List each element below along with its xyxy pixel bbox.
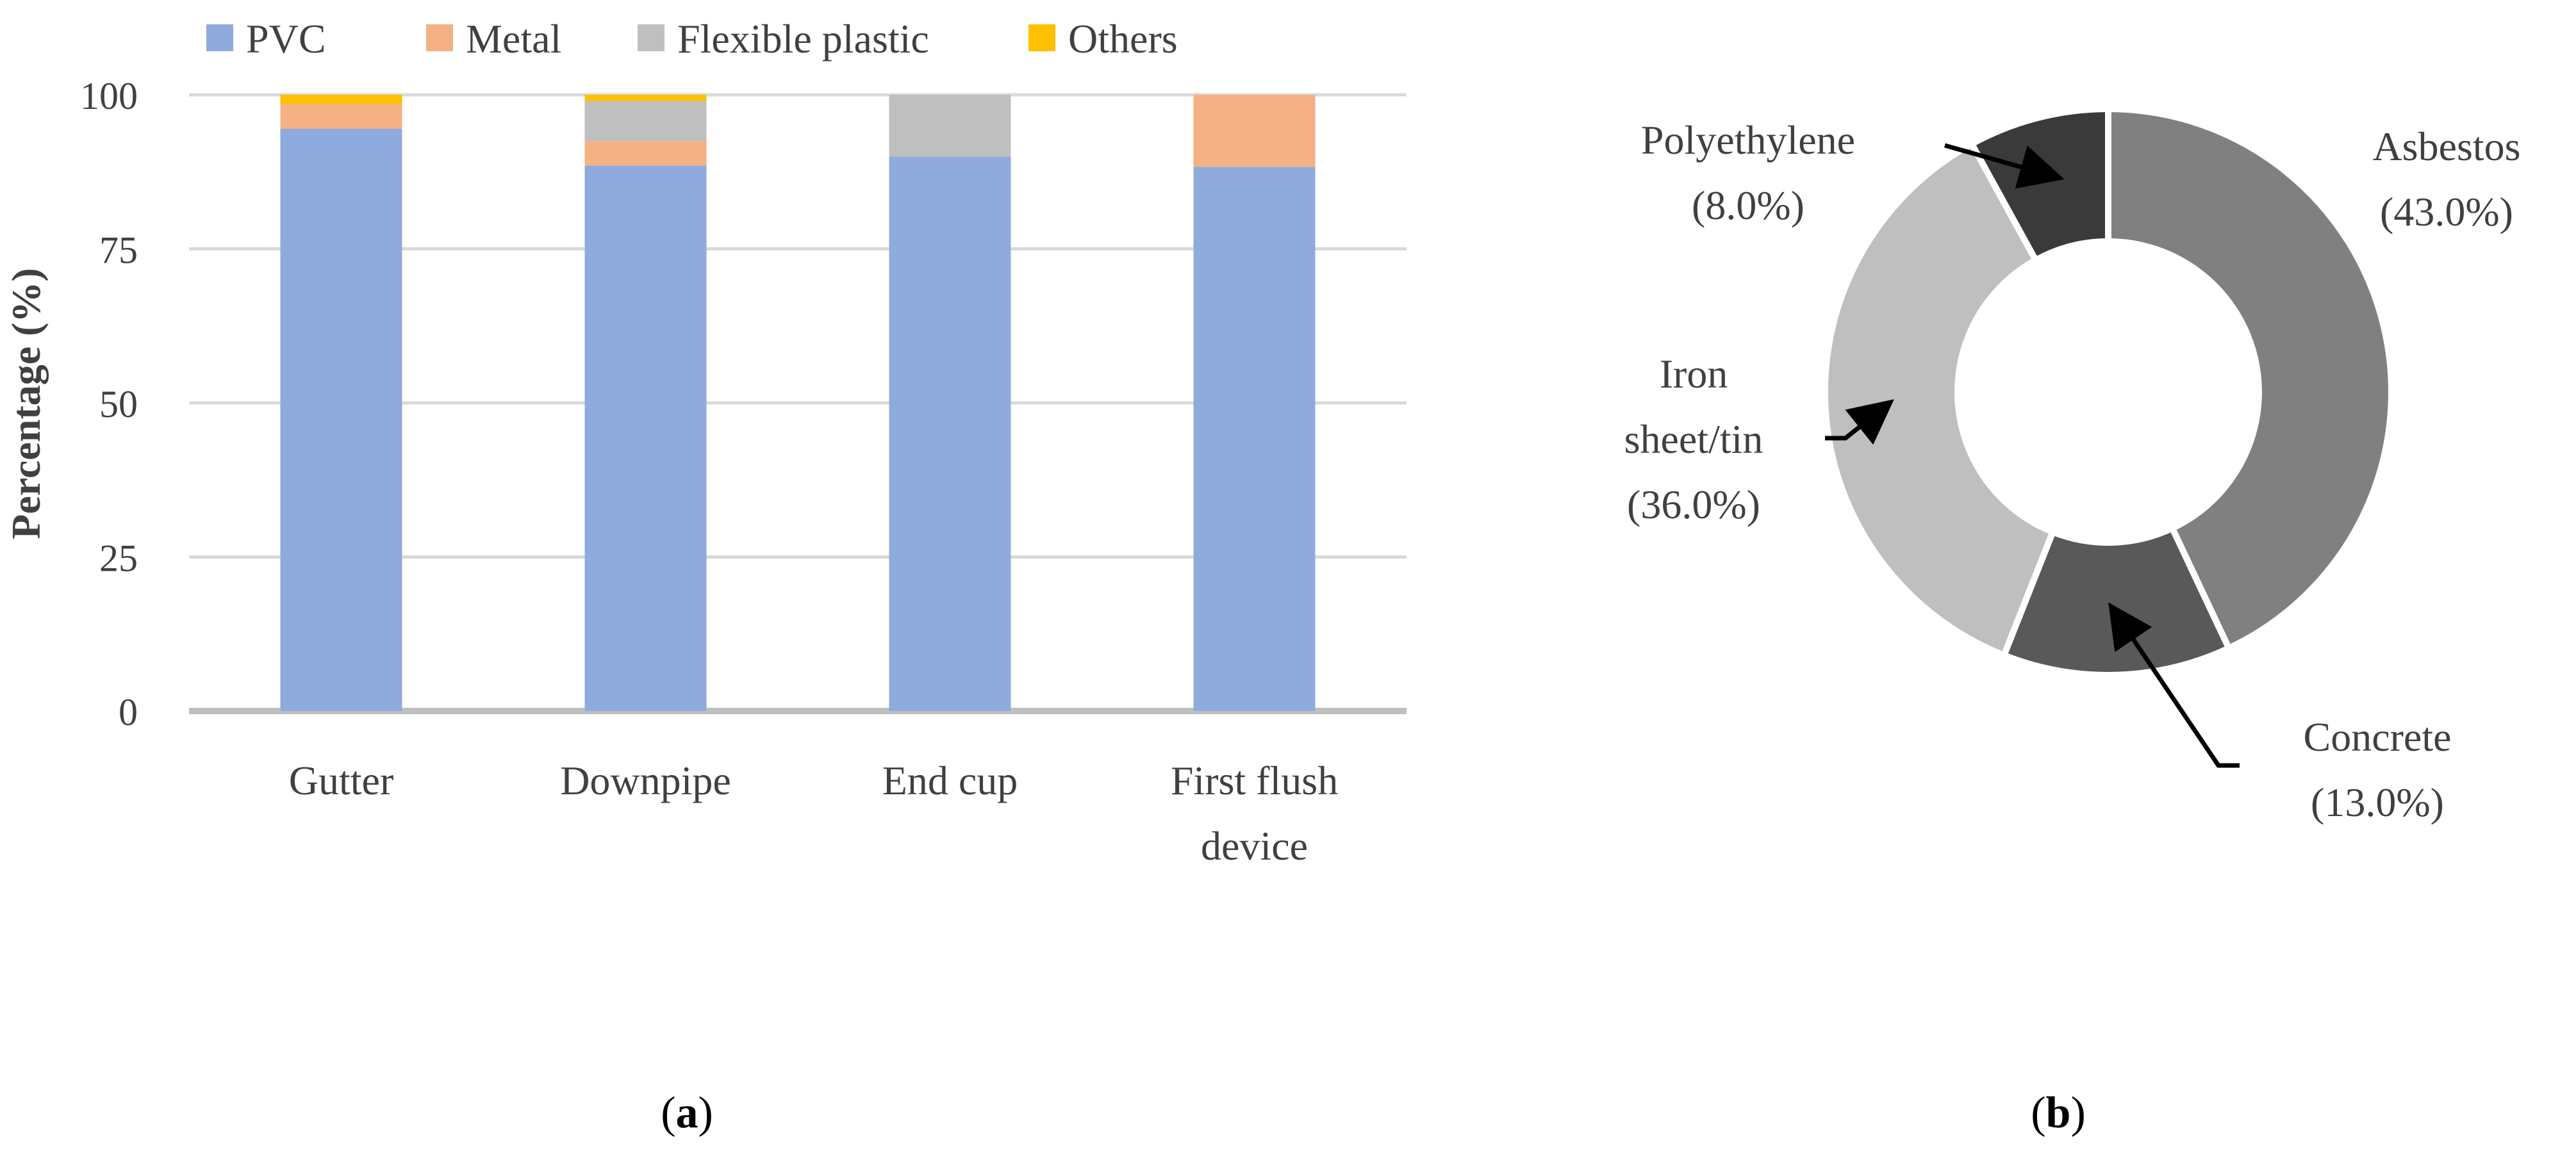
legend-label: Metal: [466, 16, 561, 61]
legend-swatch: [206, 24, 233, 51]
bar-series: [280, 95, 1316, 712]
legend-label: Others: [1068, 16, 1178, 61]
legend-label: Flexible plastic: [677, 16, 929, 61]
arrow-polyethylene: [1944, 143, 2065, 189]
bar-downpipe-others: [584, 95, 707, 101]
legend-item-metal: Metal: [426, 16, 561, 61]
bar-downpipe-flexible-plastic: [584, 101, 707, 142]
bar-end-cup-pvc: [889, 156, 1011, 711]
legend-swatch: [638, 24, 665, 51]
bar-gutter-pvc: [280, 128, 402, 711]
label-line: (36.0%): [1627, 482, 1760, 527]
legend-swatch: [1028, 24, 1055, 51]
y-tick-label: 25: [99, 537, 138, 580]
bar-first-flush-device-metal: [1193, 95, 1316, 167]
bar-downpipe-metal: [584, 141, 707, 166]
label-polyethylene: Polyethylene (8.0%): [1641, 117, 1855, 228]
label-line: Polyethylene: [1641, 117, 1855, 163]
legend-item-flexible-plastic: Flexible plastic: [638, 16, 929, 61]
x-tick-label: First flush device: [1171, 758, 1338, 869]
y-axis-ticks: 0 25 50 75 100: [80, 75, 138, 733]
svg-text:(b): (b): [2031, 1088, 2086, 1138]
x-tick-label: Downpipe: [560, 758, 731, 803]
label-line: (8.0%): [1692, 183, 1804, 228]
y-tick-label: 0: [119, 691, 138, 733]
y-axis-label: Percentage (%): [3, 268, 49, 539]
label-iron-sheet-tin: Iron sheet/tin (36.0%): [1624, 351, 1763, 527]
panel-label-a-letter: a: [676, 1088, 698, 1138]
bar-downpipe-pvc: [584, 165, 707, 711]
label-line: (43.0%): [2380, 189, 2513, 234]
label-line: Iron: [1660, 351, 1728, 397]
panel-label-a: (a): [661, 1088, 713, 1138]
label-line: Concrete: [2304, 714, 2452, 760]
legend-item-pvc: PVC: [206, 16, 326, 61]
arrow-iron-sheet: [1825, 399, 1894, 445]
svg-text:(a): (a): [661, 1088, 713, 1138]
panel-label-b: (b): [2031, 1088, 2086, 1138]
chart-legend: PVC Metal Flexible plastic Others: [206, 16, 1178, 61]
x-tick-label: Gutter: [289, 758, 394, 803]
bar-end-cup-flexible-plastic: [889, 95, 1011, 157]
arrow-concrete: [2108, 602, 2240, 768]
legend-item-others: Others: [1028, 16, 1178, 61]
legend-label: PVC: [246, 16, 326, 61]
x-axis-ticks: Gutter Downpipe End cup First flush device: [289, 758, 1338, 869]
bar-gutter-others: [280, 95, 402, 104]
x-tick-label: End cup: [882, 758, 1018, 803]
label-line: Asbestos: [2372, 124, 2520, 169]
donut-arrows: [1825, 143, 2240, 768]
label-line: (13.0%): [2311, 780, 2444, 825]
y-tick-label: 50: [99, 383, 138, 425]
bar-first-flush-device-pvc: [1193, 167, 1316, 712]
y-tick-label: 100: [80, 75, 138, 117]
legend-swatch: [426, 24, 453, 51]
slice-concrete: [1999, 523, 2233, 678]
donut-labels: Asbestos (43.0%) Concrete (13.0%) Iron sheet/…: [1624, 117, 2521, 825]
slice-iron-sheet-tin: [1822, 139, 2057, 660]
y-tick-label: 75: [99, 229, 138, 272]
label-asbestos: Asbestos (43.0%): [2372, 124, 2520, 234]
donut-slices: [1822, 105, 2395, 678]
label-concrete: Concrete (13.0%): [2304, 714, 2452, 825]
slice-asbestos: [2105, 105, 2395, 653]
stacked-bar-chart: PVC Metal Flexible plastic Others 0 25 50 75 10…: [3, 16, 1407, 869]
bar-gutter-metal: [280, 104, 402, 129]
donut-chart: Asbestos (43.0%) Concrete (13.0%) Iron sheet/…: [1624, 105, 2521, 825]
label-line: sheet/tin: [1624, 416, 1763, 462]
panel-label-b-letter: b: [2046, 1088, 2071, 1138]
